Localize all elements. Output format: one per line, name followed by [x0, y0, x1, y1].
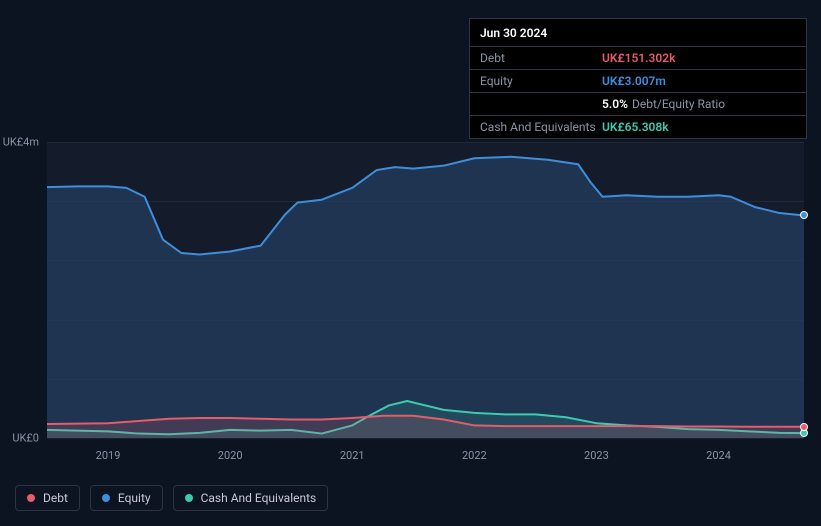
info-row: Cash And EquivalentsUK£65.308k	[470, 116, 806, 138]
legend-item-equity[interactable]: Equity	[90, 485, 163, 511]
legend-item-cash-and-equivalents[interactable]: Cash And Equivalents	[173, 485, 329, 511]
info-row: DebtUK£151.302k	[470, 47, 806, 70]
info-row-label: Cash And Equivalents	[480, 120, 602, 134]
info-panel: Jun 30 2024 DebtUK£151.302kEquityUK£3.00…	[469, 18, 807, 139]
legend: Debt Equity Cash And Equivalents	[15, 485, 328, 511]
info-row-label: Debt	[480, 51, 602, 65]
x-axis-label: 2019	[96, 449, 121, 462]
x-axis-label: 2022	[462, 449, 487, 462]
x-axis-label: 2024	[706, 449, 731, 462]
legend-label: Debt	[43, 491, 68, 505]
grid-line	[47, 438, 804, 439]
legend-dot	[185, 494, 193, 502]
legend-label: Cash And Equivalents	[201, 491, 317, 505]
info-row-value: 5.0%	[602, 97, 628, 111]
info-panel-title: Jun 30 2024	[470, 19, 806, 47]
info-row-label: Equity	[480, 74, 602, 88]
y-axis-label: UK£4m	[3, 136, 39, 149]
series-area-equity	[47, 157, 804, 438]
x-axis-label: 2023	[584, 449, 609, 462]
info-row-value: UK£151.302k	[602, 51, 675, 65]
info-row: EquityUK£3.007m	[470, 70, 806, 93]
legend-item-debt[interactable]: Debt	[15, 485, 80, 511]
info-row: 5.0% Debt/Equity Ratio	[470, 93, 806, 116]
legend-dot	[102, 494, 110, 502]
end-marker-debt	[800, 423, 808, 431]
x-axis-label: 2020	[218, 449, 243, 462]
legend-dot	[27, 494, 35, 502]
plot-region	[47, 142, 804, 438]
legend-label: Equity	[118, 491, 151, 505]
info-row-extra: Debt/Equity Ratio	[632, 97, 725, 111]
chart-svg	[47, 142, 804, 438]
chart-card: Jun 30 2024 DebtUK£151.302kEquityUK£3.00…	[0, 0, 821, 526]
y-axis-label: UK£0	[12, 432, 39, 445]
end-marker-equity	[800, 211, 808, 219]
info-row-value: UK£65.308k	[602, 120, 669, 134]
info-row-value: UK£3.007m	[602, 74, 666, 88]
x-axis-label: 2021	[340, 449, 365, 462]
